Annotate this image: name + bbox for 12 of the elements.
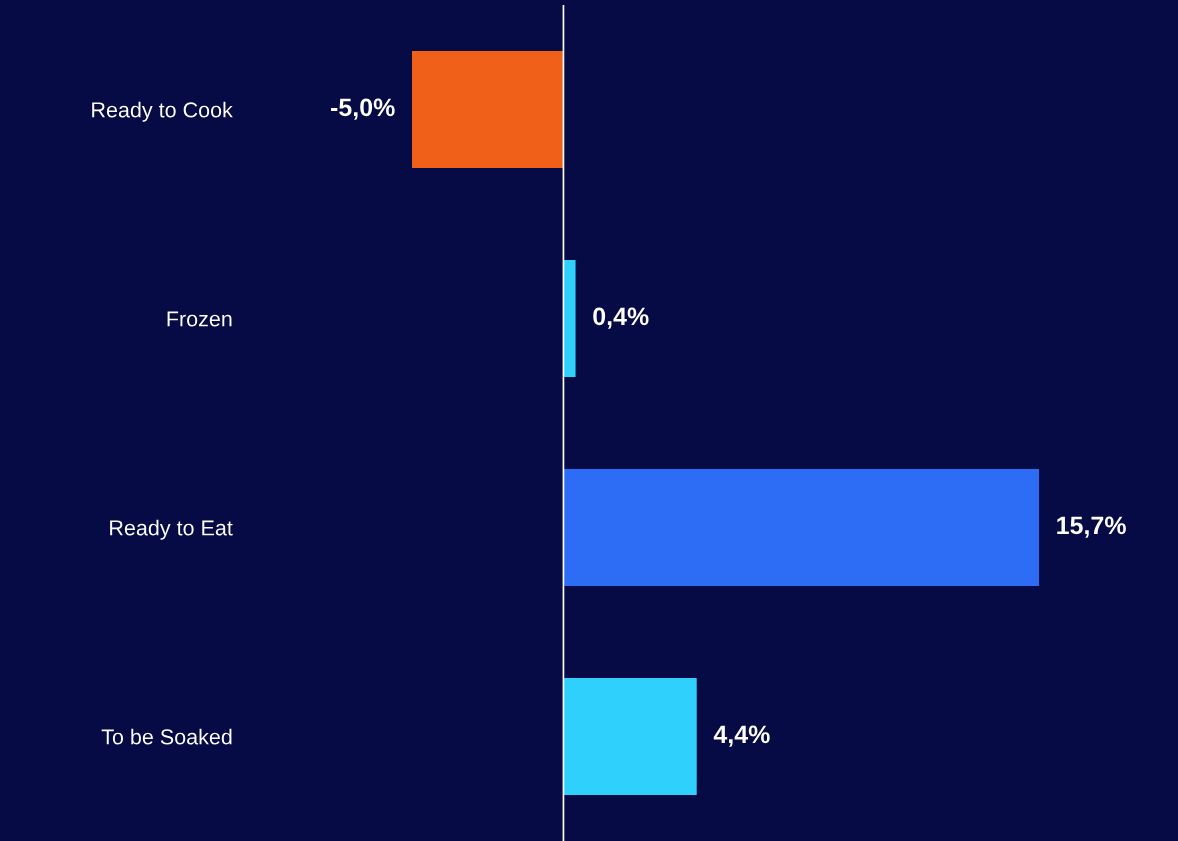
y-tick-label: To be Soaked	[101, 728, 232, 745]
data-label: 15,7%	[1057, 516, 1126, 538]
bar	[563, 259, 576, 378]
bar	[563, 677, 697, 796]
data-label: 4,4%	[713, 725, 770, 747]
y-tick-label: Frozen	[167, 311, 232, 327]
data-label: 0,4%	[593, 307, 649, 329]
y-tick-label: Ready to Eat	[110, 519, 233, 540]
bar	[412, 50, 564, 169]
data-label: -5,0%	[331, 98, 395, 120]
bar	[563, 468, 1039, 587]
y-tick-label: Ready to Cook	[92, 101, 233, 122]
